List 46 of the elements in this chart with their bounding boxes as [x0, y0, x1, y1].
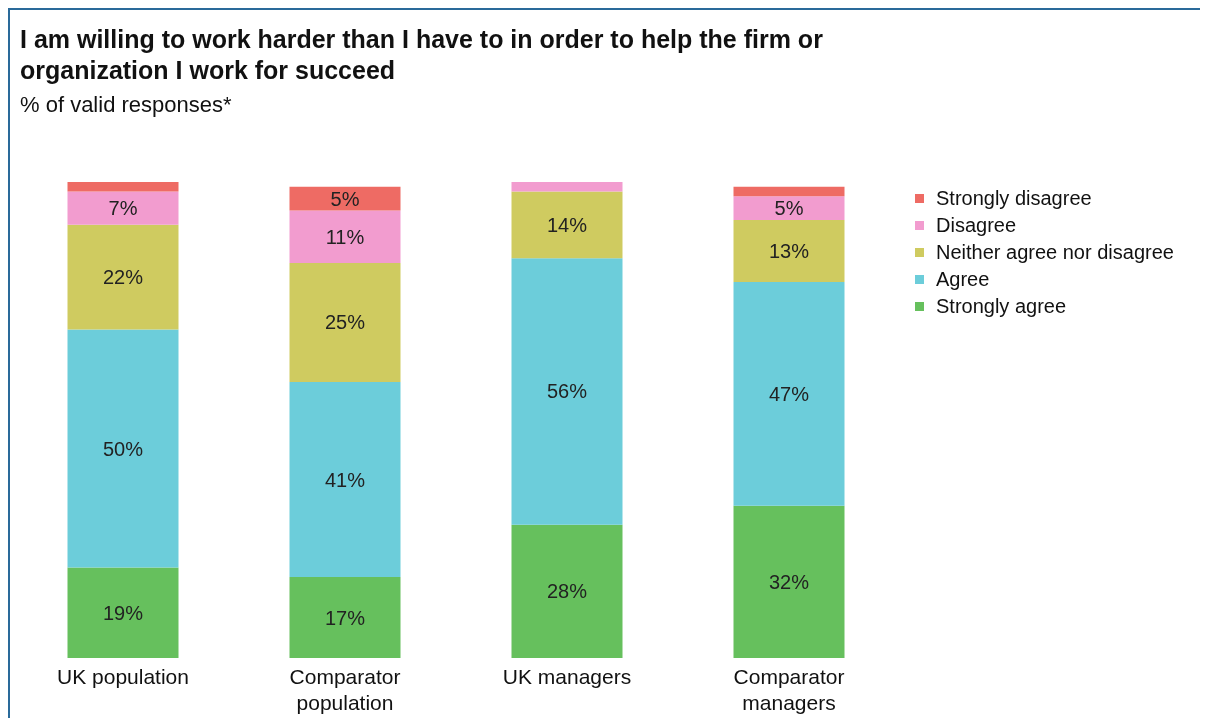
- bar: [733, 505, 845, 658]
- bar: [289, 210, 401, 263]
- bar: [289, 262, 401, 382]
- data-label: 5%: [330, 187, 360, 210]
- bar: [511, 258, 623, 525]
- bar: [289, 381, 401, 578]
- bar: [733, 186, 845, 197]
- data-label: 47%: [768, 382, 810, 405]
- data-label: 13%: [768, 240, 810, 263]
- legend-label: Agree: [936, 268, 990, 291]
- legend-label: Disagree: [936, 214, 1017, 237]
- data-label: 28%: [546, 580, 588, 603]
- data-label: 32%: [768, 570, 810, 593]
- bar: [733, 196, 845, 221]
- data-label: 41%: [324, 468, 366, 491]
- x-tick-label: UK population: [57, 665, 189, 688]
- bar: [511, 524, 623, 658]
- chart-title: I am willing to work harder than I have to in order to help the firm or organization I work for succeed: [20, 24, 824, 86]
- data-label: 56%: [546, 380, 588, 403]
- legend-label: Strongly disagree: [936, 187, 1092, 210]
- bar: [67, 329, 179, 568]
- data-label: 5%: [774, 197, 804, 220]
- chart-subtitle: % of valid responses*: [20, 92, 232, 118]
- bar: [289, 577, 401, 658]
- data-label: 11%: [325, 225, 365, 248]
- bar: [733, 220, 845, 282]
- data-label: 7%: [108, 197, 138, 220]
- bar: [733, 281, 845, 506]
- legend-label: Strongly agree: [936, 295, 1067, 318]
- legend-label: Neither agree nor disagree: [936, 241, 1174, 264]
- bar: [67, 191, 179, 225]
- bar: [67, 224, 179, 330]
- data-label: 25%: [324, 311, 366, 334]
- data-label: 22%: [102, 266, 144, 289]
- x-tick-label: UK managers: [502, 665, 632, 688]
- bar: [67, 182, 179, 192]
- bar: [511, 191, 623, 259]
- bar: [289, 186, 401, 211]
- x-tick-label: Comparator managers: [733, 665, 845, 714]
- data-label: 14%: [546, 213, 588, 236]
- bar: [67, 567, 179, 658]
- data-label: 17%: [324, 606, 366, 629]
- data-label: 19%: [102, 601, 144, 624]
- bar: [511, 182, 623, 192]
- x-tick-label: Comparator population: [289, 665, 401, 714]
- data-label: 50%: [102, 437, 144, 460]
